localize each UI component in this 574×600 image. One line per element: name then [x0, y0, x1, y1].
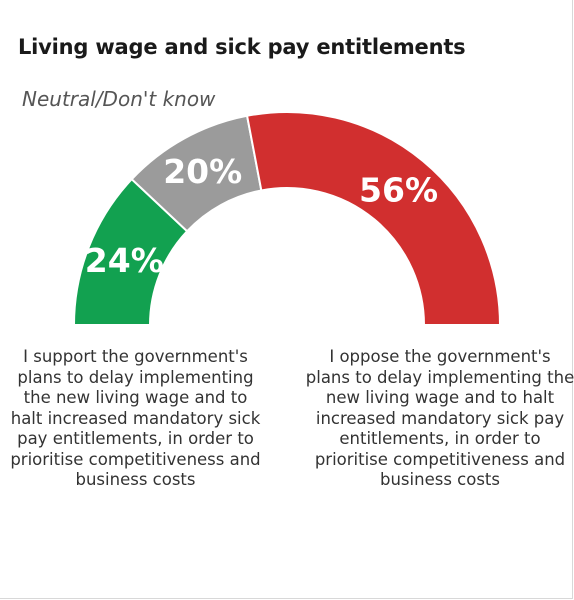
support-label: I support the government's plans to dela… — [10, 347, 261, 489]
oppose-label: I oppose the government's plans to delay… — [305, 347, 574, 489]
value-label-neutral: 20% — [163, 152, 242, 191]
chart-subtitle: Neutral/Don't know — [22, 87, 216, 111]
chart-title: Living wage and sick pay entitlements — [18, 35, 466, 59]
segment-oppose — [245, 111, 502, 326]
value-label-oppose: 56% — [359, 171, 438, 210]
value-label-support: 24% — [85, 241, 164, 280]
